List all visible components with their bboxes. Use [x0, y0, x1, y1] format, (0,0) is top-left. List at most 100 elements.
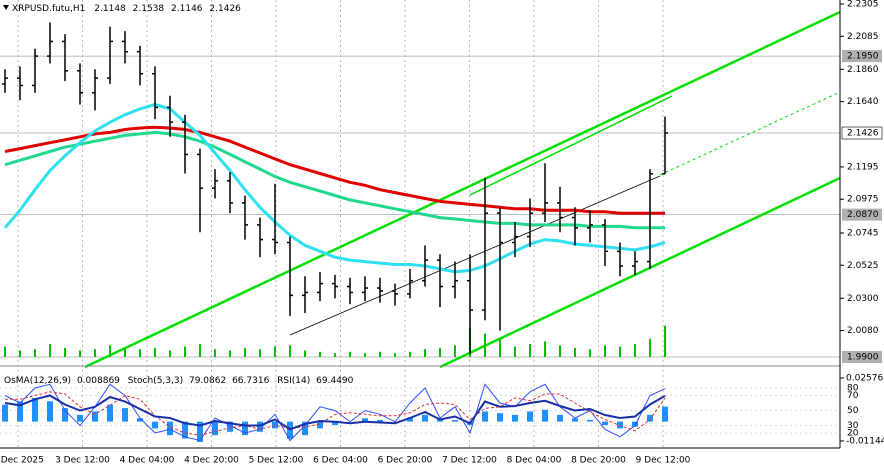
osma-bar — [302, 421, 308, 436]
osma-bar — [32, 397, 38, 422]
symbol-name: XRPUSD.futu,H1 — [12, 4, 85, 14]
osma-bar — [572, 418, 578, 422]
volume-bar — [544, 341, 546, 357]
osma-bar — [377, 419, 383, 422]
x-tick-label: 5 Dec 12:00 — [249, 456, 304, 466]
volume-bar — [379, 351, 381, 357]
osma-bar — [362, 418, 368, 422]
volume-bar — [154, 347, 156, 357]
y-tick-label: 2.0080 — [847, 326, 879, 336]
plot — [2, 22, 668, 442]
osma-bar — [167, 421, 173, 436]
volume-bar — [394, 353, 396, 357]
osma-bar — [542, 409, 548, 422]
rsi-name: RSI(14) — [277, 376, 310, 386]
volume-bar — [484, 333, 486, 357]
symbol-header: XRPUSD.futu,H1 2.1148 2.1538 2.1146 2.14… — [12, 4, 241, 14]
osma-bar — [527, 411, 533, 422]
volume-bar — [619, 346, 621, 357]
osma-bar — [92, 411, 98, 422]
volume-bar — [454, 345, 456, 357]
osma-bar — [2, 404, 8, 422]
channel-lower — [439, 176, 841, 369]
volume-bar — [139, 349, 141, 357]
volume-bar — [49, 344, 51, 357]
channel-upper — [84, 10, 841, 369]
y-tick-label: 2.2085 — [847, 32, 879, 42]
x-tick-label: 4 Dec 20:00 — [184, 456, 239, 466]
osma-bar — [332, 421, 338, 426]
y-tick-label: 20 — [847, 429, 859, 439]
moving-average — [4, 125, 665, 215]
price-level-box — [842, 351, 882, 363]
osma-bar — [197, 421, 203, 442]
osma-bar — [77, 414, 83, 422]
volume-bar — [364, 353, 366, 357]
indicator-header: OsMA(12,26,9) 0.008869 Stoch(5,3,3) 79.0… — [4, 376, 354, 386]
x-tick-label: 8 Dec 04:00 — [507, 456, 562, 466]
volume-bar — [214, 349, 216, 357]
osma-bar — [602, 421, 608, 426]
y-tick-label: 80 — [847, 384, 859, 394]
price-level-label: 2.1950 — [847, 52, 879, 62]
y-tick-label: 2.1195 — [847, 162, 879, 172]
volume-bar — [64, 347, 66, 357]
volume-bar — [169, 350, 171, 357]
osma-bar — [152, 421, 158, 429]
volume-bar — [499, 338, 501, 357]
volume-bar — [529, 344, 531, 357]
osma-bar — [122, 408, 128, 422]
oscillator-line — [4, 383, 666, 442]
volume-bar — [319, 351, 321, 357]
osma-bar — [407, 418, 413, 422]
x-tick-label: 6 Dec 04:00 — [313, 456, 368, 466]
price-level-box — [842, 50, 882, 63]
volume-bar — [4, 346, 6, 357]
y-tick-label: 2.2305 — [847, 0, 879, 10]
volume-bar — [289, 345, 291, 357]
osma-bar — [512, 414, 518, 422]
osma-bar — [137, 418, 143, 422]
quote-low: 2.1146 — [171, 4, 203, 14]
stoch-main-value: 79.0862 — [189, 376, 226, 386]
volume-bar — [664, 325, 666, 357]
symbol-arrow — [3, 5, 9, 10]
volume-bar — [199, 344, 201, 357]
quote-open: 2.1148 — [94, 4, 126, 14]
volume-bar — [244, 347, 246, 357]
quote-high: 2.1538 — [133, 4, 165, 14]
volume-bar — [634, 344, 636, 357]
price-level-label: 1.9900 — [847, 353, 879, 363]
osma-bar — [662, 406, 668, 422]
osma-bar — [452, 419, 458, 422]
osma-name: OsMA(12,26,9) — [4, 376, 71, 386]
price-level-label: 2.0870 — [847, 210, 879, 220]
x-tick-label: 3 Dec 12:00 — [55, 456, 110, 466]
volume-bar — [124, 347, 126, 357]
osma-bar — [17, 401, 23, 422]
volume-bar — [184, 346, 186, 357]
osma-bar — [212, 421, 218, 436]
x-tick-label: 4 Dec 04:00 — [120, 456, 175, 466]
volume-bar — [259, 349, 261, 357]
stoch-name: Stoch(5,3,3) — [128, 376, 183, 386]
volume-bar — [349, 351, 351, 357]
volume-bar — [34, 349, 36, 357]
y2-tick-label: -0.01144 — [846, 437, 884, 447]
osma-bar — [47, 401, 53, 422]
osma-bar — [557, 414, 563, 422]
osma-bar — [242, 421, 248, 436]
y-tick-label: 2.1640 — [847, 97, 879, 107]
volume-bar — [604, 345, 606, 357]
price-level-box — [841, 126, 883, 140]
osma-bar — [587, 419, 593, 422]
osma-bar — [182, 421, 188, 439]
volume-bar — [94, 349, 96, 357]
stoch-signal-value: 66.7316 — [232, 376, 269, 386]
moving-average — [4, 130, 665, 230]
channel-inner — [469, 95, 673, 196]
y-tick-label: 2.0525 — [847, 261, 879, 271]
